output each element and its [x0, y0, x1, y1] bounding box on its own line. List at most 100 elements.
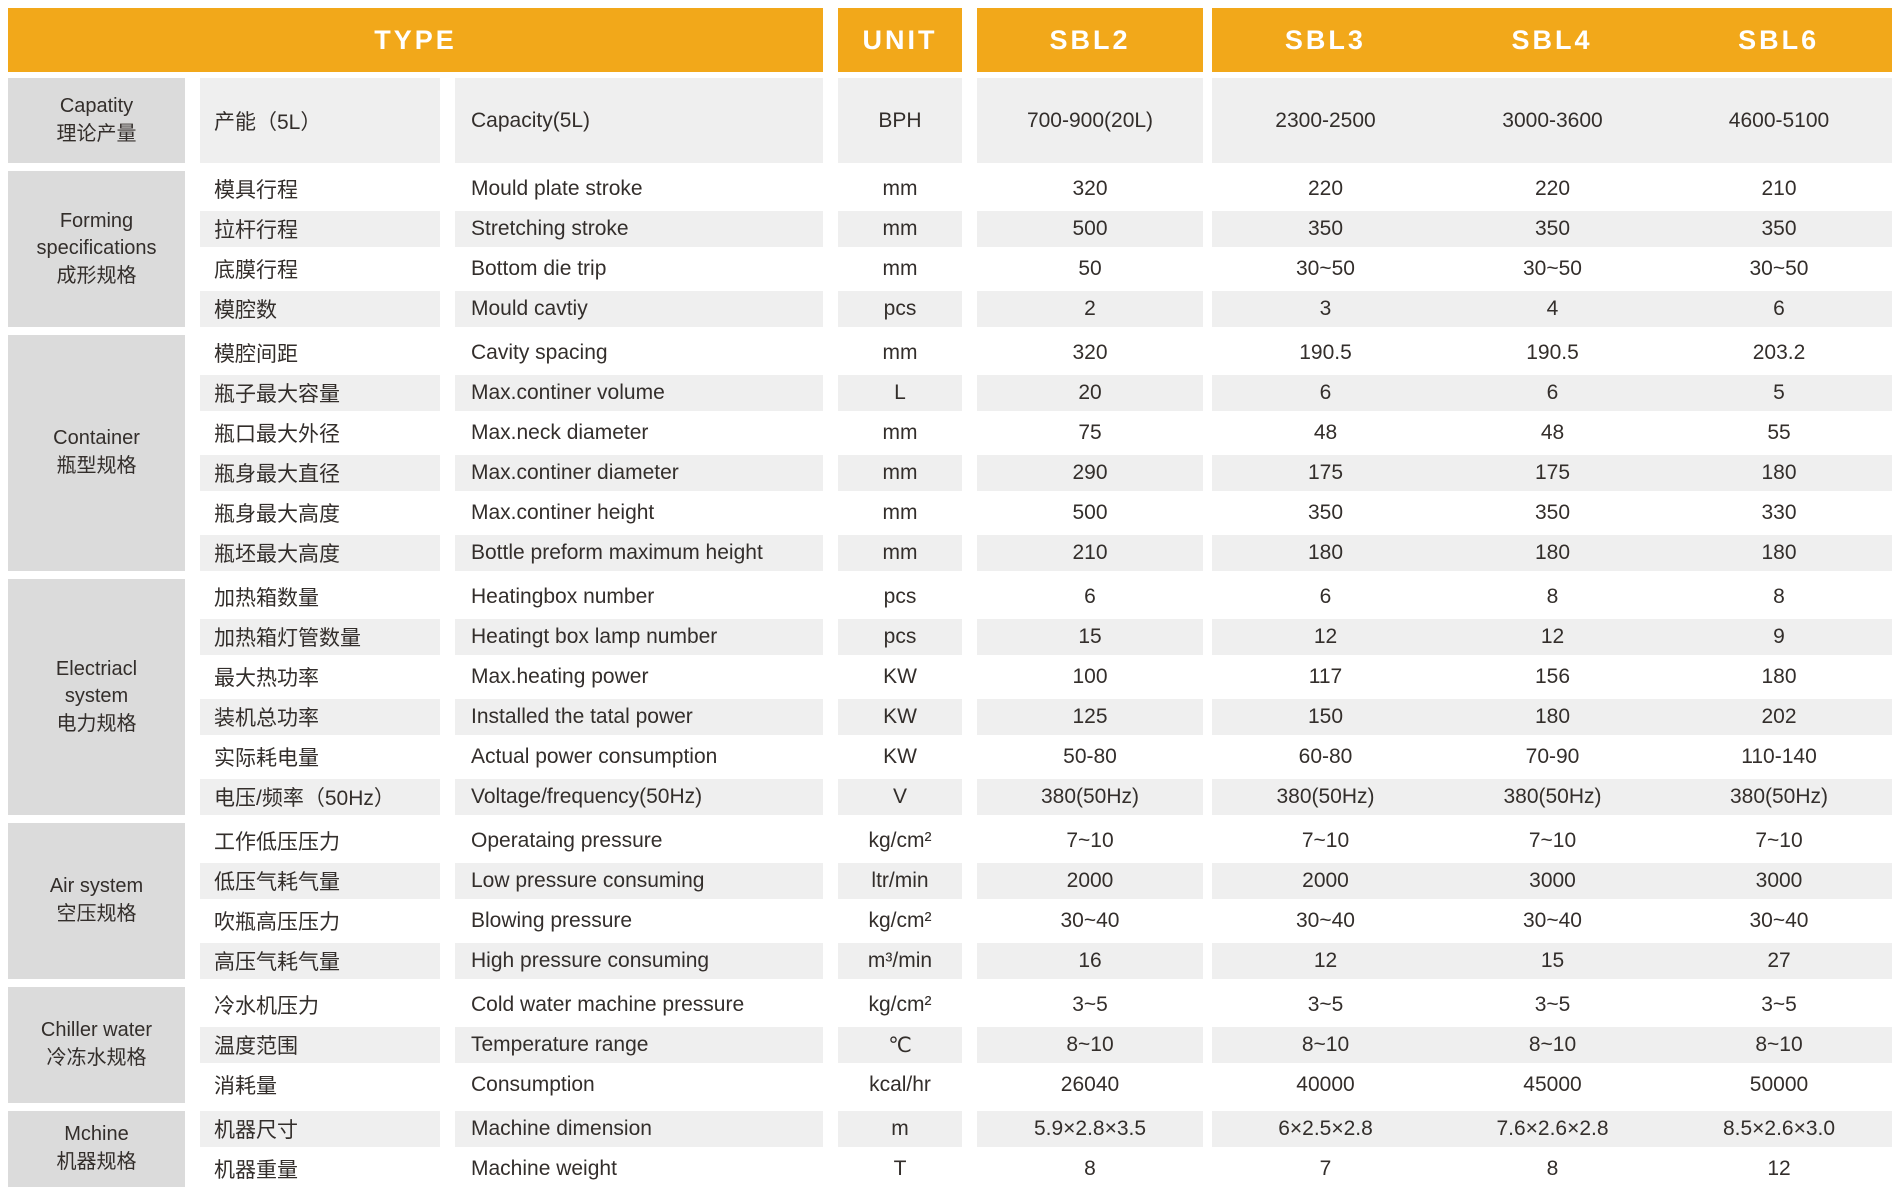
spec-label-cn: 机器重量: [200, 1151, 440, 1187]
section-chiller: Chiller water 冷冻水规格 冷水机压力 Cold water mac…: [8, 987, 1892, 1103]
group-label-cn: 空压规格: [56, 903, 137, 925]
section-capacity: Capatity 理论产量 产能（5L） Capacity(5L) BPH 70…: [8, 78, 1892, 163]
value-sbl4: 7~10: [1439, 823, 1666, 859]
value-sbl2: 3~5: [977, 987, 1203, 1023]
group-cell-container: Container 瓶型规格: [8, 335, 185, 571]
spec-label-en: Max.continer volume: [455, 375, 823, 411]
spec-unit: V: [838, 779, 962, 815]
value-sbl2: 320: [977, 335, 1203, 371]
spec-label-en: Voltage/frequency(50Hz): [455, 779, 823, 815]
group-cell-air: Air system 空压规格: [8, 823, 185, 979]
value-sbl6: 3~5: [1666, 987, 1892, 1023]
value-sbl3: 220: [1212, 171, 1439, 207]
group-label-en: Container: [53, 427, 140, 450]
value-sbl6: 380(50Hz): [1666, 779, 1892, 815]
value-sbl4: 7.6×2.6×2.8: [1439, 1111, 1666, 1147]
spec-label-en: High pressure consuming: [455, 943, 823, 979]
value-sbl3: 150: [1212, 699, 1439, 735]
spec-row: 模腔间距 Cavity spacing mm 320 190.5 190.5 2…: [185, 335, 1892, 371]
value-sbl6: 3000: [1666, 863, 1892, 899]
value-sbl2: 50-80: [977, 739, 1203, 775]
spec-row: 低压气耗气量 Low pressure consuming ltr/min 20…: [185, 863, 1892, 899]
value-sbl4: 6: [1439, 375, 1666, 411]
header-model-sbl4: SBL4: [1511, 24, 1593, 55]
spec-label-cn: 模具行程: [200, 171, 440, 207]
value-sbl2: 320: [977, 171, 1203, 207]
spec-label-en: Mould cavtiy: [455, 291, 823, 327]
spec-row: 瓶身最大直径 Max.continer diameter mm 290 175 …: [185, 455, 1892, 491]
value-sbl3: 350: [1212, 495, 1439, 531]
group-label-cn: 成形规格: [56, 264, 137, 287]
spec-row: 机器尺寸 Machine dimension m 5.9×2.8×3.5 6×2…: [185, 1111, 1892, 1147]
spec-label-cn: 电压/频率（50Hz）: [200, 779, 440, 815]
spec-row: 模腔数 Mould cavtiy pcs 2 3 4 6: [185, 291, 1892, 327]
header-unit: UNIT: [838, 8, 962, 72]
value-sbl3: 40000: [1212, 1067, 1439, 1103]
header-model-group: SBL3 SBL4 SBL6: [1212, 8, 1892, 72]
spec-label-en: Bottom die trip: [455, 251, 823, 287]
value-sbl4: 15: [1439, 943, 1666, 979]
spec-label-cn: 瓶子最大容量: [200, 375, 440, 411]
value-sbl6: 55: [1666, 415, 1892, 451]
spec-label-en: Max.neck diameter: [455, 415, 823, 451]
spec-row: 温度范围 Temperature range ℃ 8~10 8~10 8~10 …: [185, 1027, 1892, 1063]
spec-unit: ltr/min: [838, 863, 962, 899]
spec-row: 瓶坯最大高度 Bottle preform maximum height mm …: [185, 535, 1892, 571]
spec-label-cn: 最大热功率: [200, 659, 440, 695]
value-sbl4: 4: [1439, 291, 1666, 327]
value-sbl2: 50: [977, 251, 1203, 287]
value-sbl4: 180: [1439, 535, 1666, 571]
group-label-en: Capatity: [59, 94, 134, 117]
spec-label-cn: 高压气耗气量: [200, 943, 440, 979]
value-sbl3: 30~50: [1212, 251, 1439, 287]
spec-unit: kcal/hr: [838, 1067, 962, 1103]
spec-row: 加热箱数量 Heatingbox number pcs 6 6 8 8: [185, 579, 1892, 615]
spec-label-en: Max.heating power: [455, 659, 823, 695]
group-cell-electrical: Electriacl system 电力规格: [8, 579, 185, 815]
spec-label-en: Heatingt box lamp number: [455, 619, 823, 655]
value-sbl2: 125: [977, 699, 1203, 735]
spec-label-en: Capacity(5L): [455, 78, 823, 163]
spec-label-cn: 模腔数: [200, 291, 440, 327]
spec-label-en: Max.continer height: [455, 495, 823, 531]
value-sbl3: 117: [1212, 659, 1439, 695]
value-sbl2: 26040: [977, 1067, 1203, 1103]
value-sbl3: 60-80: [1212, 739, 1439, 775]
value-sbl2: 210: [977, 535, 1203, 571]
value-sbl3: 7: [1212, 1151, 1439, 1187]
value-sbl4: 3~5: [1439, 987, 1666, 1023]
spec-label-cn: 低压气耗气量: [200, 863, 440, 899]
spec-label-cn: 工作低压压力: [200, 823, 440, 859]
spec-unit: KW: [838, 699, 962, 735]
group-label-cn: 瓶型规格: [56, 455, 137, 477]
group-label-en: Air system: [49, 875, 144, 898]
value-sbl4: 12: [1439, 619, 1666, 655]
value-sbl2: 2000: [977, 863, 1203, 899]
spec-unit: ℃: [838, 1027, 962, 1063]
value-sbl6: 350: [1666, 211, 1892, 247]
value-sbl3: 2300-2500: [1212, 78, 1439, 163]
spec-row: 底膜行程 Bottom die trip mm 50 30~50 30~50 3…: [185, 251, 1892, 287]
value-sbl4: 8~10: [1439, 1027, 1666, 1063]
value-sbl3: 30~40: [1212, 903, 1439, 939]
spec-row: 工作低压压力 Operataing pressure kg/cm² 7~10 7…: [185, 823, 1892, 859]
spec-label-en: Blowing pressure: [455, 903, 823, 939]
value-sbl2: 290: [977, 455, 1203, 491]
value-sbl6: 30~40: [1666, 903, 1892, 939]
value-sbl6: 180: [1666, 535, 1892, 571]
spec-label-en: Machine dimension: [455, 1111, 823, 1147]
value-sbl4: 175: [1439, 455, 1666, 491]
value-sbl6: 203.2: [1666, 335, 1892, 371]
group-cell-forming: Forming specifications 成形规格: [8, 171, 185, 327]
spec-unit: mm: [838, 211, 962, 247]
value-sbl4: 190.5: [1439, 335, 1666, 371]
section-machine: Mchine 机器规格 机器尺寸 Machine dimension m 5.9…: [8, 1111, 1892, 1187]
value-sbl2: 2: [977, 291, 1203, 327]
spec-row: 产能（5L） Capacity(5L) BPH 700-900(20L) 230…: [185, 78, 1892, 163]
value-sbl3: 6: [1212, 375, 1439, 411]
spec-row: 电压/频率（50Hz） Voltage/frequency(50Hz) V 38…: [185, 779, 1892, 815]
spec-row: 模具行程 Mould plate stroke mm 320 220 220 2…: [185, 171, 1892, 207]
value-sbl2: 500: [977, 495, 1203, 531]
group-label-cn: 电力规格: [56, 712, 137, 735]
spec-unit: pcs: [838, 291, 962, 327]
